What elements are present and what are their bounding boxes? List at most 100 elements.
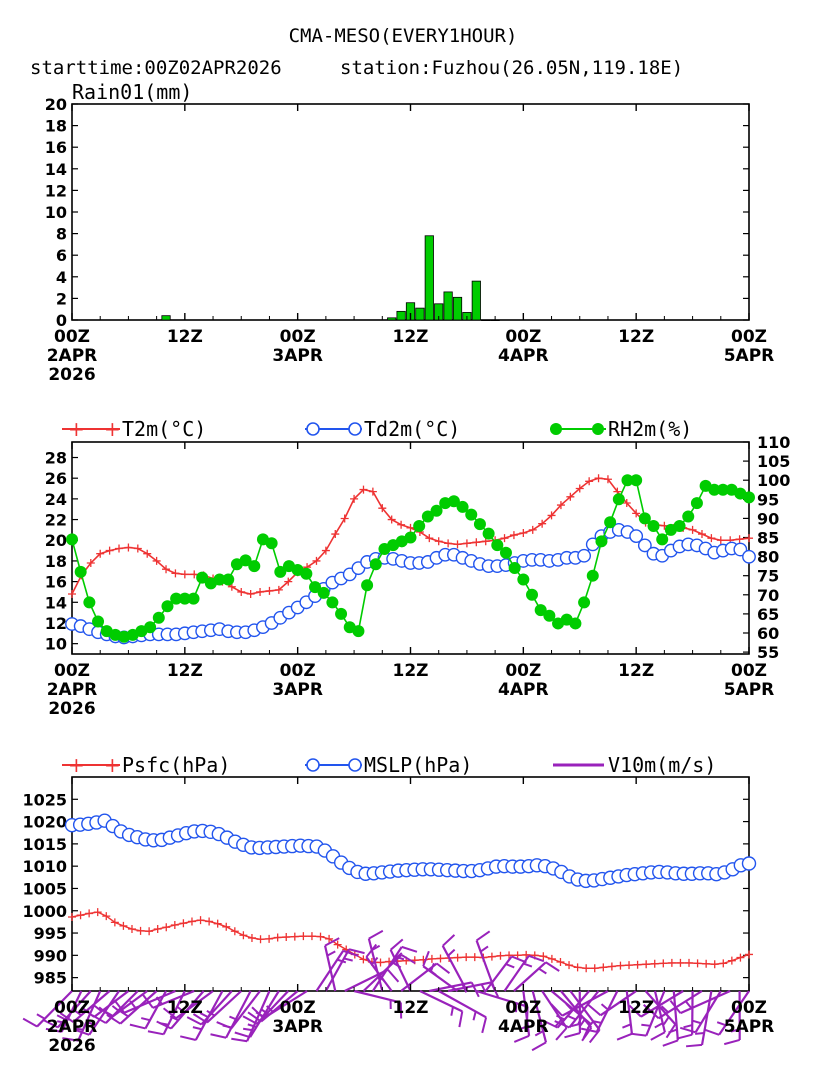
- psfc-point: [565, 961, 574, 970]
- legend-rh2m-label: RH2m(%): [608, 417, 692, 441]
- wind-barb-flag: [242, 1027, 253, 1032]
- td2m-point: [577, 548, 591, 563]
- psfc-point: [736, 953, 745, 962]
- psfc-point: [110, 918, 119, 927]
- legend-psfc-label: Psfc(hPa): [122, 753, 230, 777]
- rh-y-label: 85: [757, 528, 779, 547]
- rh2m-point: [508, 562, 521, 575]
- x-tick-label: 12Z: [618, 327, 654, 347]
- wind-barb-flag: [669, 1000, 682, 1014]
- psfc-point: [505, 951, 514, 960]
- rain-panel: Rain01(mm) 0 2 4 6 8 10 12 14 16 18 20 00Z 12Z 00Z 12…: [45, 80, 775, 385]
- rh2m-point: [66, 533, 78, 546]
- temp-y-label: 18: [45, 552, 67, 571]
- wind-barb-flag: [176, 1005, 185, 1014]
- wind-barb-shaft: [653, 990, 666, 1033]
- t2m-point: [331, 530, 340, 539]
- figure-title: CMA-MESO(EVERY1HOUR): [289, 25, 518, 47]
- wind-barb-flag: [730, 1028, 740, 1033]
- psfc-point: [93, 908, 102, 917]
- wind-barb-flag: [22, 1017, 38, 1028]
- psfc-point: [76, 911, 85, 920]
- x-tick-label: 12Z: [393, 327, 429, 347]
- wind-barb-flag: [650, 1031, 666, 1041]
- x-tick-label: 12Z: [393, 998, 429, 1018]
- t2m-point: [359, 485, 368, 494]
- temp-y-label: 16: [45, 573, 67, 592]
- wind-barb-shaft: [640, 990, 684, 1018]
- wind-barb-shaft: [475, 989, 528, 1008]
- psfc-point: [85, 909, 94, 918]
- wind-barb-flag: [394, 952, 403, 960]
- wind-barb-flag: [251, 1006, 265, 1019]
- t2m-point: [115, 544, 124, 553]
- temp-y-label: 12: [45, 614, 67, 633]
- wind-barb-shaft: [353, 989, 402, 1004]
- psfc-point: [136, 926, 145, 935]
- psfc-point: [693, 959, 702, 968]
- rh2m-point: [152, 611, 165, 624]
- wind-barb-flag: [56, 1014, 66, 1021]
- wind-barb-flag: [679, 1026, 696, 1034]
- wind-barb-flag: [242, 1015, 258, 1025]
- psfc-point: [273, 933, 282, 942]
- rh2m-point: [638, 512, 651, 525]
- rh2m-point: [309, 581, 322, 594]
- press-y-label: 995: [34, 924, 67, 943]
- psfc-point: [282, 933, 291, 942]
- psfc-point: [719, 959, 728, 968]
- wind-barb-flag: [641, 1023, 651, 1027]
- t2m-point: [575, 484, 584, 493]
- x-date-label: 3APR: [272, 1017, 323, 1037]
- pressure-panel: + + Psfc(hPa) MSLP(hPa) V10m(m/s) 985 990…: [22, 753, 774, 1056]
- wind-barb-flag: [91, 1014, 107, 1024]
- legend-td2m: Td2m(°C): [305, 417, 460, 441]
- wind-barb-flag: [564, 1032, 581, 1039]
- psfc-point: [256, 935, 265, 944]
- td2m-point: [742, 549, 756, 564]
- wind-barb-flag: [261, 1008, 270, 1016]
- wind-barb-shaft: [568, 990, 600, 1029]
- psfc-point: [462, 953, 471, 962]
- press-y-label: 985: [34, 969, 67, 988]
- rain-plot-frame: [71, 103, 750, 321]
- rh2m-point: [265, 537, 278, 550]
- rh2m-point: [361, 579, 374, 592]
- t2m-point: [86, 558, 95, 567]
- t2m-point: [538, 519, 547, 528]
- td2m-point: [733, 542, 748, 557]
- rh2m-point: [621, 474, 634, 487]
- x-tick-label: 12Z: [167, 998, 203, 1018]
- temp-y-label: 14: [45, 593, 67, 612]
- wind-barb-flag: [570, 1022, 581, 1028]
- wind-barb-flag: [567, 1014, 577, 1021]
- temp-y-label: 10: [45, 635, 67, 654]
- rh-y-label: 65: [757, 605, 779, 624]
- wind-barb-shaft: [371, 946, 403, 992]
- rh2m-point: [482, 527, 495, 540]
- psfc-point: [427, 954, 436, 963]
- wind-barb-flag: [442, 934, 456, 947]
- wind-barb-flag: [660, 1005, 669, 1013]
- t2m-point: [603, 475, 612, 484]
- wind-barb-flag: [129, 1023, 146, 1030]
- wind-barb-shaft: [365, 956, 393, 992]
- rain-bars: [161, 235, 500, 322]
- rh2m-point: [534, 604, 547, 617]
- psfc-point: [607, 962, 616, 971]
- psfc-point: [487, 952, 496, 961]
- x-tick-label: 00Z: [280, 998, 316, 1018]
- rain-y-label: 2: [56, 289, 67, 308]
- t2m-point: [735, 535, 744, 544]
- rh2m-point: [369, 558, 382, 571]
- wind-barb-flag: [169, 1015, 179, 1022]
- t2m-point: [406, 523, 415, 532]
- wind-barb-shaft: [441, 945, 468, 992]
- wind-barb-flag: [692, 1019, 702, 1025]
- rh-y-label: 100: [757, 471, 790, 490]
- rain-bar: [443, 291, 453, 321]
